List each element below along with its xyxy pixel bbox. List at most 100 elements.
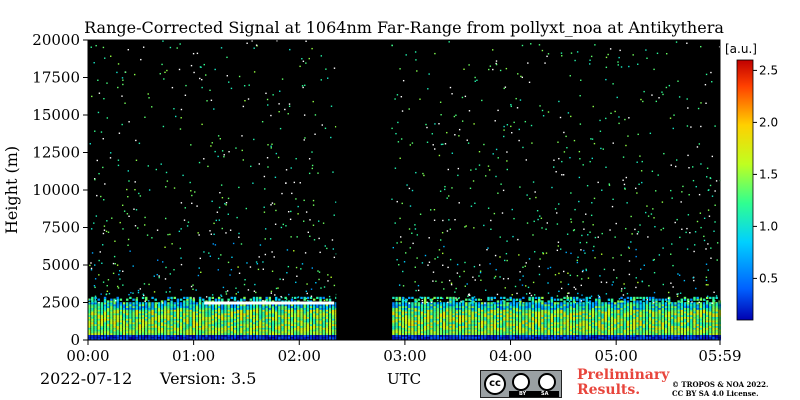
heatmap-cell [610,322,614,325]
heatmap-speck [128,180,130,182]
heatmap-cell [534,313,538,316]
heatmap-cell [100,325,104,328]
heatmap-cell [696,334,699,337]
heatmap-cell [465,334,468,337]
heatmap-cell [423,309,427,312]
heatmap-cell [265,316,268,319]
heatmap-cell [537,318,541,321]
heatmap-speck [169,287,171,289]
heatmap-cell [265,318,268,321]
heatmap-cell [88,323,91,326]
heatmap-cell [417,329,420,332]
heatmap-cell [240,316,243,319]
heatmap-cell [693,323,696,326]
heatmap-cell [173,334,176,337]
heatmap-cell [537,302,541,305]
heatmap-speck [442,143,444,146]
heatmap-cell [211,327,214,330]
heatmap-cell [576,325,579,328]
heatmap-cell [252,298,256,301]
heatmap-cell [712,311,715,314]
heatmap-cell [480,313,484,316]
heatmap-cell [151,302,154,305]
heatmap-cell [221,304,224,307]
heatmap-cell [595,334,598,337]
heatmap-cell [452,318,455,321]
heatmap-speck [223,154,225,156]
heatmap-cell [550,327,554,330]
heatmap-cell [664,325,668,328]
heatmap-cell [173,302,176,305]
heatmap-cell [671,302,674,305]
heatmap-cell [446,311,449,314]
heatmap-cell [233,318,237,321]
heatmap-cell [411,325,414,328]
heatmap-cell [439,314,443,317]
heatmap-cell [591,302,595,305]
heatmap-cell [176,332,180,335]
heatmap-speck [198,161,201,164]
heatmap-cell [522,327,525,330]
heatmap-cell [617,318,620,321]
heatmap-cell [268,304,272,307]
heatmap-speck [622,156,625,158]
heatmap-cell [433,318,436,321]
heatmap-cell [655,327,658,330]
heatmap-speck [687,154,689,157]
heatmap-cell [525,304,528,307]
heatmap-cell [525,314,528,317]
heatmap-cell [132,327,135,330]
heatmap-speck [282,223,284,226]
heatmap-cell [414,322,417,325]
heatmap-speck [396,242,398,244]
heatmap-cell [471,327,474,330]
heatmap-cell [151,318,154,321]
heatmap-cell [319,318,322,321]
heatmap-speck [156,273,158,276]
heatmap-cell [436,309,439,312]
heatmap-cell [138,334,142,337]
heatmap-cell [122,314,126,317]
heatmap-cell [214,305,218,308]
heatmap-cell [629,327,633,330]
heatmap-speck [458,135,460,137]
heatmap-speck [576,261,579,264]
heatmap-cell [303,316,306,319]
heatmap-cell [563,304,566,307]
heatmap-speck [144,300,146,302]
heatmap-cell [265,313,268,316]
heatmap-cell [148,304,151,307]
heatmap-cell [465,302,468,305]
heatmap-cell [271,325,275,328]
heatmap-cell [119,327,123,330]
heatmap-cell [671,305,674,308]
heatmap-cell [477,323,481,326]
heatmap-speck [455,114,457,116]
heatmap-cell [274,325,278,328]
heatmap-cell [179,320,183,323]
heatmap-cell [503,334,506,337]
heatmap-cell [417,302,420,305]
heatmap-speck [253,47,255,49]
heatmap-cell [88,322,91,325]
heatmap-cell [652,296,655,299]
heatmap-cell [563,327,566,330]
heatmap-speck [287,210,290,213]
heatmap-cell [496,322,500,325]
heatmap-cell [471,325,474,328]
heatmap-cell [461,309,465,312]
heatmap-cell [145,302,148,305]
heatmap-cell [427,331,430,334]
heatmap-speck [252,182,254,184]
heatmap-cell [541,302,544,305]
heatmap-cell [160,332,164,335]
heatmap-cell [563,314,566,317]
heatmap-cell [154,327,157,330]
heatmap-speck [214,68,216,71]
heatmap-cell [176,329,180,332]
heatmap-speck [416,234,419,236]
heatmap-speck [312,199,315,202]
heatmap-cell [303,329,306,332]
heatmap-cell [512,338,516,341]
heatmap-cell [430,311,433,314]
